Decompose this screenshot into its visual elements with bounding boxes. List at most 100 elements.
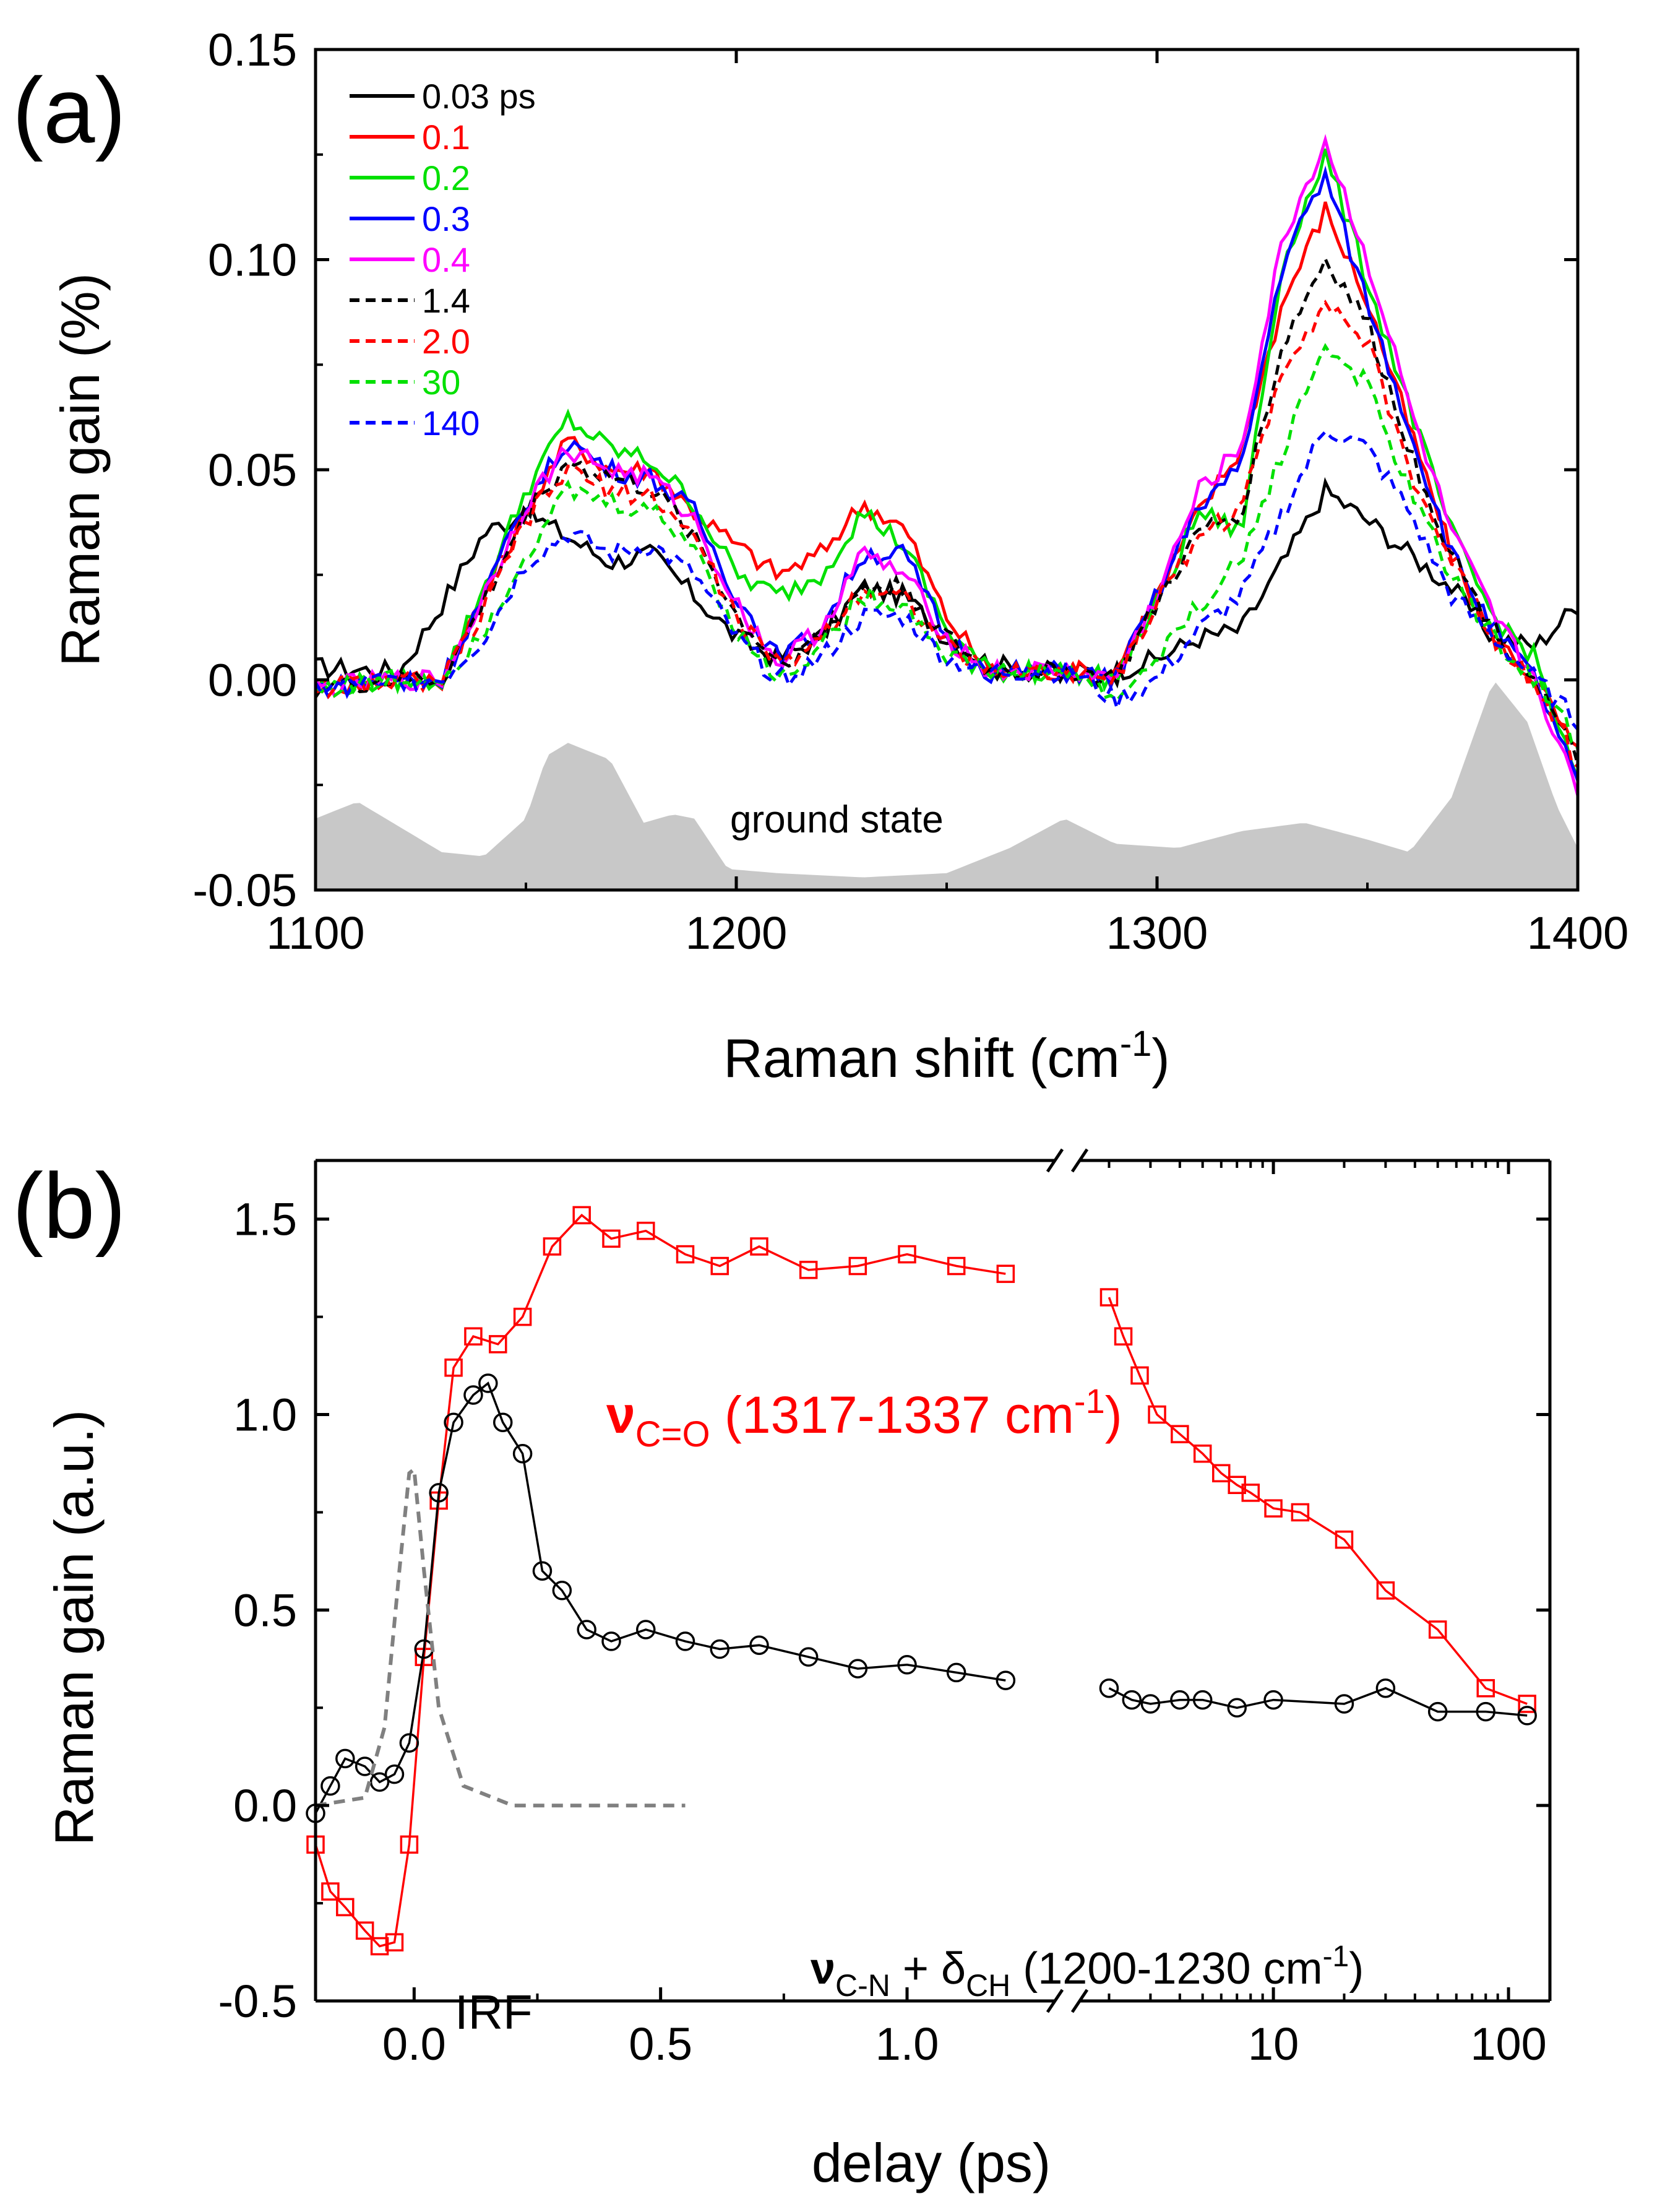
panel-b-label: (b) bbox=[12, 1154, 126, 1258]
data-point-circle bbox=[1334, 1694, 1354, 1714]
x-tick-label: 10 bbox=[1248, 2018, 1299, 2070]
data-point-circle bbox=[996, 1670, 1016, 1690]
series-line-2-0 bbox=[315, 299, 1579, 768]
data-point-square bbox=[799, 1261, 818, 1279]
data-point-circle bbox=[749, 1635, 769, 1655]
data-point-circle bbox=[1375, 1678, 1396, 1698]
data-point-circle bbox=[493, 1412, 513, 1432]
data-point-circle bbox=[399, 1733, 419, 1753]
data-point-square bbox=[1518, 1695, 1536, 1713]
y-tick-label: 0.5 bbox=[233, 1584, 297, 1636]
panel-a-x-axis-label: Raman shift (cm-1) bbox=[723, 1024, 1169, 1089]
data-point-square bbox=[710, 1256, 729, 1276]
legend-label: 1.4 bbox=[422, 281, 470, 320]
data-point-circle bbox=[601, 1631, 621, 1651]
data-point-square bbox=[1335, 1530, 1354, 1549]
data-point-square bbox=[400, 1835, 419, 1854]
panel-a-ticks: 1100 1200 1300 1400 -0.05 0.00 0.05 0.10 0.15 bbox=[192, 24, 1628, 959]
data-point-square bbox=[336, 1898, 355, 1917]
data-point-circle bbox=[1122, 1690, 1142, 1710]
y-tick-label: 0.00 bbox=[208, 655, 297, 706]
legend-label: 0.1 bbox=[422, 118, 470, 157]
data-point-circle bbox=[552, 1581, 572, 1601]
data-point-square bbox=[1241, 1484, 1260, 1502]
data-point-square bbox=[898, 1245, 916, 1264]
series-line-0-4 bbox=[314, 134, 1580, 797]
panel-b-y-axis-label: Raman gain (a.u.) bbox=[43, 1410, 105, 1846]
data-point-circle bbox=[577, 1620, 596, 1640]
y-tick-label: -0.05 bbox=[192, 865, 297, 916]
data-point-square bbox=[355, 1921, 374, 1940]
x-tick-label: 1100 bbox=[266, 907, 364, 959]
data-point-square bbox=[996, 1264, 1015, 1283]
ground-state-fill bbox=[316, 682, 1578, 890]
co-annotation: νC=O (1317-1337 cm-1) bbox=[606, 1381, 1122, 1454]
data-point-square bbox=[750, 1237, 768, 1256]
series-line-0-03-ps bbox=[315, 477, 1579, 685]
series-line-1-4 bbox=[314, 254, 1580, 765]
x-tick-label: 0.0 bbox=[382, 2018, 446, 2070]
panel-a-frame bbox=[314, 48, 1580, 892]
data-point-circle bbox=[429, 1483, 449, 1503]
x-tick-label: 1300 bbox=[1106, 907, 1208, 959]
data-point-square bbox=[489, 1335, 507, 1354]
data-point-circle bbox=[1476, 1701, 1496, 1722]
data-point-circle bbox=[512, 1443, 533, 1464]
y-tick-label: -0.5 bbox=[218, 1976, 297, 2027]
data-point-square bbox=[1212, 1464, 1231, 1483]
panel-b-ticks: 0.0 0.5 1.0 10 100 -0.5 0.0 0.5 1.0 1.5 bbox=[218, 1160, 1550, 2070]
panel-b-frame bbox=[314, 1148, 1552, 2013]
y-tick-label: 0.0 bbox=[233, 1780, 297, 1831]
data-point-square bbox=[1376, 1581, 1395, 1600]
data-point-circle bbox=[1517, 1706, 1537, 1726]
fit-line bbox=[1108, 1297, 1528, 1705]
data-point-circle bbox=[848, 1659, 868, 1678]
data-point-square bbox=[1428, 1620, 1447, 1639]
legend-label: 0.2 bbox=[422, 158, 470, 197]
data-point-square bbox=[1193, 1444, 1212, 1463]
data-point-square bbox=[1130, 1366, 1149, 1385]
x-tick-label: 1200 bbox=[686, 907, 788, 959]
data-point-square bbox=[1114, 1327, 1133, 1346]
series-line-0-3 bbox=[315, 165, 1580, 782]
panel-b-series bbox=[306, 1206, 1537, 1956]
legend-label: 140 bbox=[422, 404, 480, 443]
data-point-square bbox=[370, 1937, 389, 1956]
irf-annotation: IRF bbox=[455, 1985, 533, 2039]
data-point-square bbox=[1476, 1678, 1495, 1698]
data-point-circle bbox=[1140, 1694, 1161, 1714]
y-tick-label: 1.5 bbox=[233, 1194, 297, 1245]
x-tick-label: 1400 bbox=[1527, 907, 1629, 959]
legend-label: 0.03 ps bbox=[422, 77, 536, 116]
legend-label: 0.4 bbox=[422, 240, 470, 279]
axis-break-mark bbox=[1070, 1148, 1089, 1173]
data-point-square bbox=[385, 1933, 404, 1952]
data-point-square bbox=[572, 1206, 591, 1225]
panel-a-series bbox=[314, 134, 1580, 797]
data-point-circle bbox=[463, 1385, 483, 1405]
data-point-square bbox=[464, 1327, 483, 1346]
panel-b-x-axis-label: delay (ps) bbox=[812, 2132, 1051, 2193]
data-point-circle bbox=[798, 1647, 819, 1667]
y-tick-label: 0.15 bbox=[208, 24, 297, 76]
fit-line bbox=[314, 1381, 1006, 1814]
data-point-square bbox=[321, 1882, 340, 1901]
data-point-circle bbox=[1427, 1701, 1448, 1722]
data-point-circle bbox=[636, 1620, 656, 1640]
data-point-circle bbox=[946, 1662, 966, 1683]
data-point-circle bbox=[384, 1764, 405, 1784]
axis-break-mark bbox=[1070, 1989, 1089, 2013]
data-point-circle bbox=[321, 1776, 340, 1796]
data-point-circle bbox=[335, 1748, 355, 1769]
data-point-circle bbox=[1263, 1690, 1283, 1710]
series-line-140 bbox=[314, 430, 1579, 731]
y-tick-label: 0.10 bbox=[208, 235, 297, 286]
data-point-square bbox=[676, 1245, 695, 1264]
ground-state-annotation: ground state bbox=[730, 798, 944, 841]
x-tick-label: 0.5 bbox=[629, 2018, 692, 2070]
data-point-circle bbox=[478, 1373, 498, 1393]
legend-label: 0.3 bbox=[422, 199, 470, 238]
data-point-circle bbox=[444, 1412, 463, 1432]
